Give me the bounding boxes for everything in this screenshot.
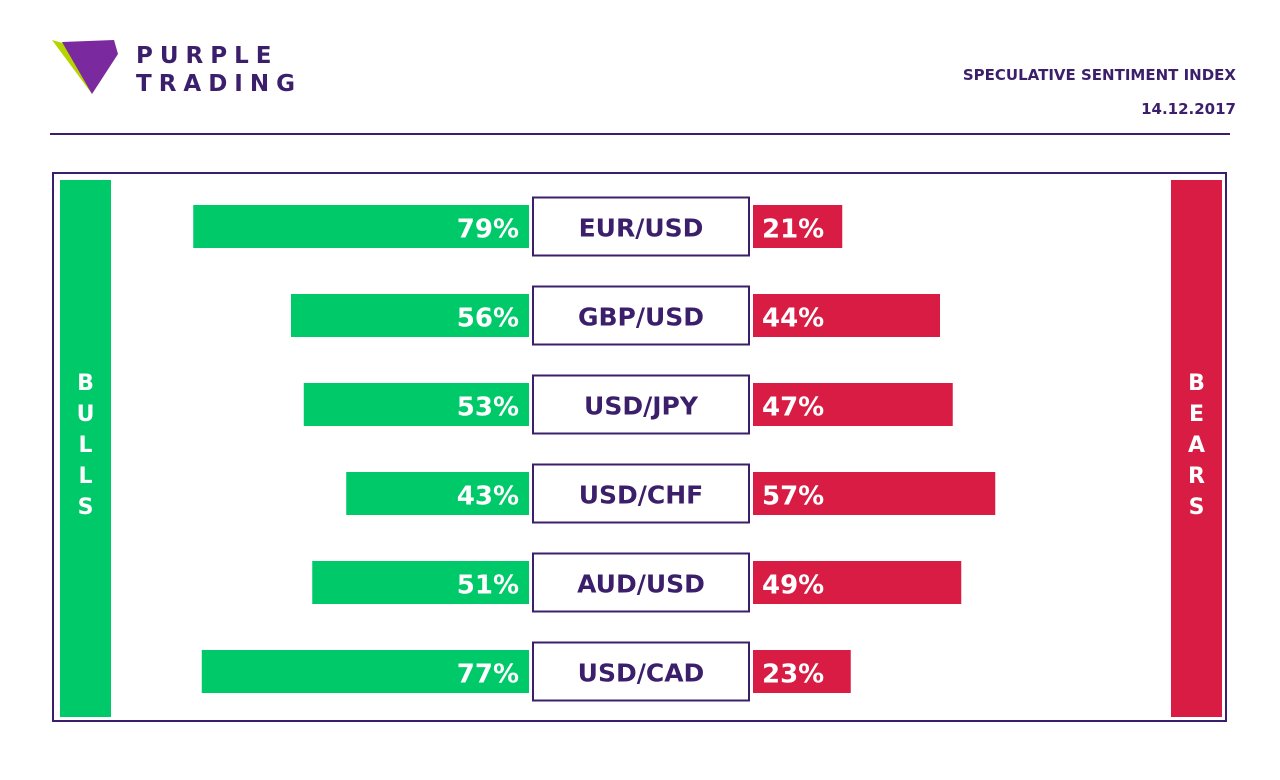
date-label: 14.12.2017 [1141,100,1236,118]
currency-pair-label: USD/CAD [578,659,705,688]
bear-bar [753,561,962,604]
bull-value-label: 43% [457,482,519,512]
brand-line-2: TRADING [136,71,302,97]
brand-name: PURPLE TRADING [136,42,302,98]
page-title: SPECULATIVE SENTIMENT INDEX [962,66,1236,84]
bear-bar [753,294,940,337]
pair-box [532,196,750,257]
bear-bar [753,650,851,693]
currency-pair-label: GBP/USD [578,303,704,332]
currency-pair-label: AUD/USD [577,570,705,599]
brand-line-1: PURPLE [136,43,279,69]
pair-box [532,285,750,346]
currency-pair-label: USD/CHF [579,481,704,510]
purple-trading-logo: PURPLE TRADING [52,40,312,100]
bull-value-label: 53% [457,393,519,423]
header-info: SPECULATIVE SENTIMENT INDEX 14.12.2017 [963,58,1236,126]
bear-bar [753,472,996,515]
pair-box [532,463,750,524]
bull-bar [346,472,529,515]
bull-value-label: 51% [457,571,519,601]
bull-value-label: 56% [457,304,519,334]
logo-mark-icon [52,40,118,94]
bear-value-label: 23% [762,660,824,690]
chart-frame [52,172,1227,722]
bull-bar [312,561,529,604]
currency-pair-label: USD/JPY [584,392,699,421]
bull-bar [303,383,529,426]
bear-value-label: 57% [762,482,824,512]
bears-label: BEARS [1184,371,1209,526]
bear-bar [753,383,953,426]
header-divider [50,133,1230,135]
bulls-label: BULLS [73,371,98,526]
bull-value-label: 77% [457,660,519,690]
bear-bar [753,205,843,248]
bull-bar [193,205,529,248]
pair-box [532,552,750,613]
bear-value-label: 44% [762,304,824,334]
currency-pair-label: EUR/USD [579,214,704,243]
bear-value-label: 49% [762,571,824,601]
bear-value-label: 21% [762,215,824,245]
bull-bar [201,650,529,693]
bull-bar [291,294,529,337]
bulls-side-bar: BULLS [60,180,111,717]
pair-box [532,374,750,435]
bear-value-label: 47% [762,393,824,423]
bears-side-bar: BEARS [1171,180,1222,717]
bull-value-label: 79% [457,215,519,245]
pair-box [532,641,750,702]
